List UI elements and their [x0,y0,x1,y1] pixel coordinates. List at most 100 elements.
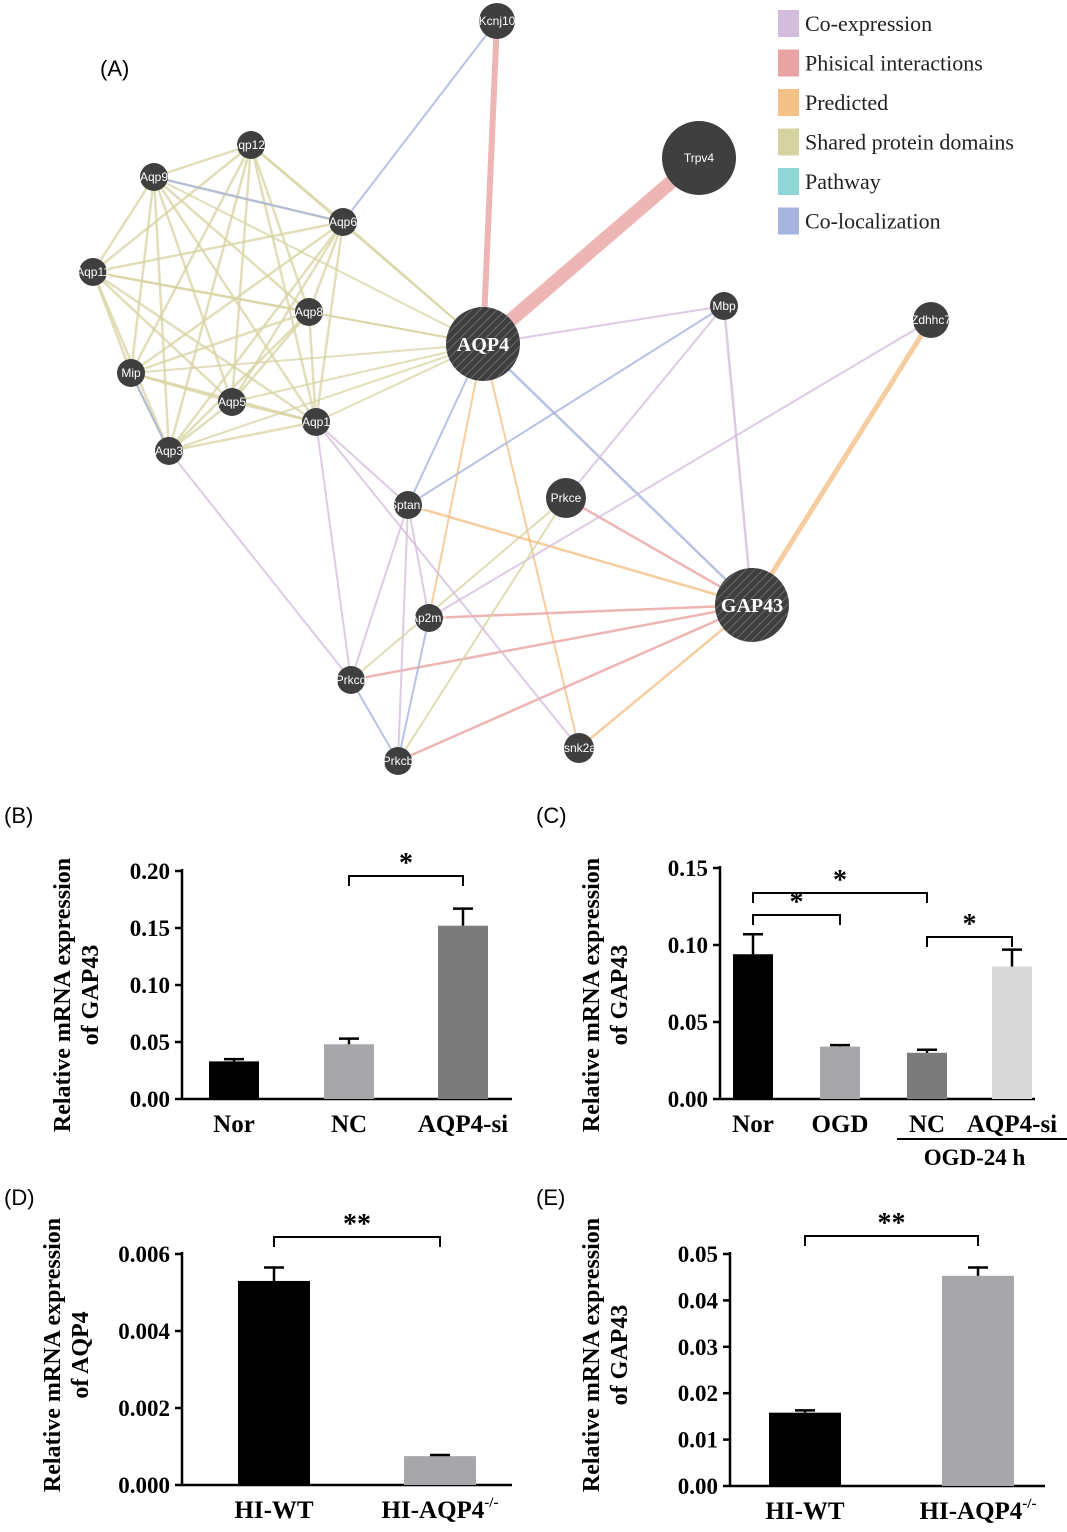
legend-swatch-pathway [778,168,799,195]
chart-b: Relative mRNA expression of GAP43 0.00 0.05… [50,848,512,1138]
edge-ap2m1-gap43 [428,603,753,620]
chart-d-xtick-label-hi-aqp4: HI-AQP4-/- [382,1495,499,1524]
chart-b-ytick-label-3: 0.15 [130,916,170,941]
legend-swatch-phisical-interactions [778,49,799,77]
node-aqp12a-label: Aqp12a [230,138,272,152]
node-trpv4-circle [662,121,736,195]
node-aqp1-label: Aqp1 [302,415,330,429]
chart-e-ylabel-0: Relative mRNA expression [579,1218,605,1492]
edge-aqp6-aqp8 [307,221,345,313]
edge-ap2m1-prkcb [397,617,430,762]
edge-aqp12a-aqp11 [92,144,252,273]
legend-label-predicted: Predicted [805,90,888,115]
node-aqp12a-circle [237,131,265,159]
chart-e-ylabel-1: of GAP43 [607,1305,633,1406]
node-aqp1-circle [302,408,330,436]
node-trpv4-label: Trpv4 [684,151,715,165]
chart-d-ylabel-0: Relative mRNA expression [40,1218,66,1492]
edge-aqp8-aqp1 [307,311,318,423]
edge-aqp6-aqp3 [168,221,344,452]
node-zdhhc7-circle [913,302,949,338]
node-aqp4: AQP4 [446,307,520,381]
chart-e-xtick-label-hi-wt: HI-WT [765,1498,845,1525]
chart-e-sig-bracket-0 [804,1235,979,1246]
edge-aqp12a-aqp1 [249,144,318,423]
node-aqp11: Aqp11 [76,258,110,286]
node-prkcb-circle [384,747,412,775]
edge-aqp4-ap2m1 [428,343,484,619]
edge-aqp8-aqp3 [168,311,310,452]
node-aqp6-label: Aqp6 [329,215,357,229]
legend-swatch-shared-protein-domains [778,128,799,156]
chart-c-ytick-label-2: 0.10 [668,933,708,958]
panel-label-d: (D) [4,1185,35,1210]
edge-aqp9-aqp3 [152,176,171,452]
chart-e-xtick-sup-hi-aqp4: -/- [1022,1496,1036,1512]
node-ap2m1-label: Ap2m1 [410,611,448,625]
chart-d-ylabel-1: of AQP4 [68,1311,94,1398]
node-aqp8: Aqp8 [295,298,323,326]
edge-aqp6-kcnj10 [342,20,498,223]
chart-e-ytick-label-5: 0.05 [678,1242,718,1267]
panel-label-b: (B) [4,803,34,828]
chart-b-sig-label-0: * [399,848,413,879]
node-prkcd-circle [337,666,365,694]
chart-c-sig-bracket-2 [926,936,1013,947]
edge-mbp-prkce [565,305,725,499]
chart-c-bar-nor [733,954,773,1099]
chart-c-ytick-label-3: 0.15 [668,856,708,881]
chart-c-sig-bracket-1 [752,914,841,925]
chart-d-ytick-label-1: 0.002 [118,1396,170,1421]
edge-mbp-sptan1 [407,305,725,506]
edge-aqp9-mip [129,176,156,374]
chart-d-xtick-label-hi-wt: HI-WT [234,1497,314,1524]
legend-label-shared-protein-domains: Shared protein domains [805,130,1014,155]
node-aqp5-circle [218,388,246,416]
node-csnk2a1-circle [564,733,594,763]
edge-zdhhc7-ap2m1 [428,319,932,619]
chart-c-xtick-label-aqp4-si: AQP4-si [967,1111,1057,1138]
legend-swatch-co-localization [778,207,799,235]
node-sptan1-label: Sptan1 [389,498,427,512]
edge-aqp5-aqp4 [231,343,484,403]
edge-aqp1-prkcd [315,421,352,681]
chart-c-group-label: OGD-24 h [924,1145,1026,1170]
edge-aqp1-sptan1 [315,421,409,506]
chart-c-sig-label-1: * [790,887,804,918]
edge-mbp-aqp4 [482,305,725,345]
edge-prkcb-gap43 [397,603,753,763]
chart-e-sig-label-0: ** [878,1208,906,1239]
node-gap43-label: GAP43 [721,595,783,617]
chart-e-xtick-label-hi-aqp4: HI-AQP4-/- [920,1496,1037,1525]
edge-aqp1-csnk2a1 [315,421,580,749]
node-kcnj10-label: Kcnj10 [479,14,516,28]
chart-d-sig-bracket-0 [273,1236,441,1247]
chart-b-xtick-label-nor: Nor [213,1111,255,1138]
edge-aqp9-aqp11 [91,176,156,273]
edge-aqp1-aqp3 [168,420,317,453]
edge-csnk2a1-gap43 [578,604,753,749]
panel-label-e: (E) [536,1185,566,1210]
node-aqp9: Aqp9 [140,163,168,191]
chart-b-xtick-label-aqp4-si: AQP4-si [418,1111,508,1138]
chart-d-ytick-label-0: 0.000 [118,1473,170,1498]
edge-aqp3-aqp4 [168,343,484,452]
node-aqp5: Aqp5 [218,388,246,416]
node-prkcd: Prkcd [336,666,366,694]
node-aqp3-circle [155,437,183,465]
edge-aqp12a-aqp9 [153,143,252,179]
chart-c-sig-label-0: * [833,865,847,896]
node-sptan1-circle [394,491,422,519]
chart-c-bar-ogd [820,1046,860,1099]
legend-label-pathway: Pathway [805,169,881,194]
edge-sptan1-prkcb [397,504,409,762]
node-aqp11-circle [79,258,107,286]
node-prkce-label: Prkce [551,491,582,505]
edge-aqp6-aqp5 [230,221,345,403]
chart-b-bar-aqp4-si [438,925,488,1099]
chart-c: Relative mRNA expression of GAP43 0.00 0.05… [579,856,1067,1170]
node-aqp6: Aqp6 [329,208,357,236]
edge-aqp4-gap43 [482,343,753,606]
edge-prkce-prkcd [350,497,567,681]
node-prkce: Prkce [546,478,586,518]
